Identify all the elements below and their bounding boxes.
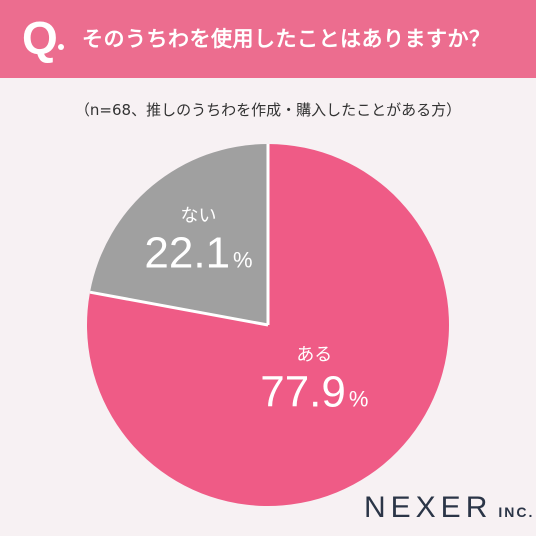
logo-suffix-text: INC. xyxy=(498,504,535,520)
logo-main-text: NEXER xyxy=(364,491,493,524)
question-text: そのうちわを使用したことはありますか？ xyxy=(82,27,491,51)
pie-separator-2 xyxy=(89,290,269,327)
slice-value-2: 22.1% xyxy=(144,229,252,278)
slice-label-2: ない xyxy=(181,206,217,227)
slice-value-1: 77.9% xyxy=(260,368,368,417)
question-header: Q そのうちわを使用したことはありますか？ xyxy=(0,0,536,78)
nexer-logo: NEXER INC. xyxy=(364,492,534,529)
question-q-mark: Q xyxy=(22,12,58,64)
sample-note: （n=68、推しのうちわを作成・購入したことがある方） xyxy=(74,101,462,119)
pie-slice-2 xyxy=(89,144,268,325)
slice-label-1: ある xyxy=(296,345,332,366)
q-mark-dot xyxy=(58,44,64,50)
